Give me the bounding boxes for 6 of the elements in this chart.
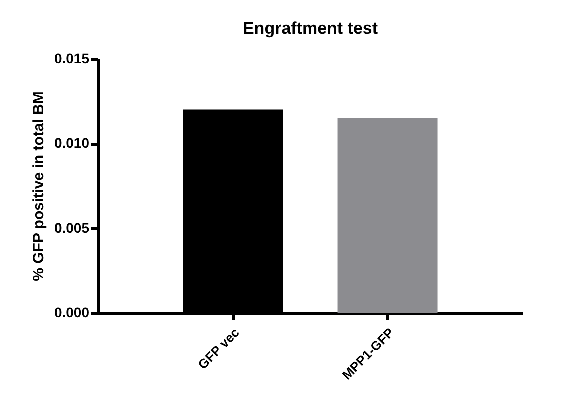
y-axis-title: % GFP positive in total BM: [30, 92, 48, 282]
chart-title: Engraftment test: [242, 19, 378, 38]
y-tick-label: 0.010: [54, 135, 90, 152]
y-tick-label: 0.005: [54, 220, 90, 236]
y-tick-label: 0.015: [54, 50, 90, 66]
y-tick-label: 0.000: [54, 304, 90, 320]
